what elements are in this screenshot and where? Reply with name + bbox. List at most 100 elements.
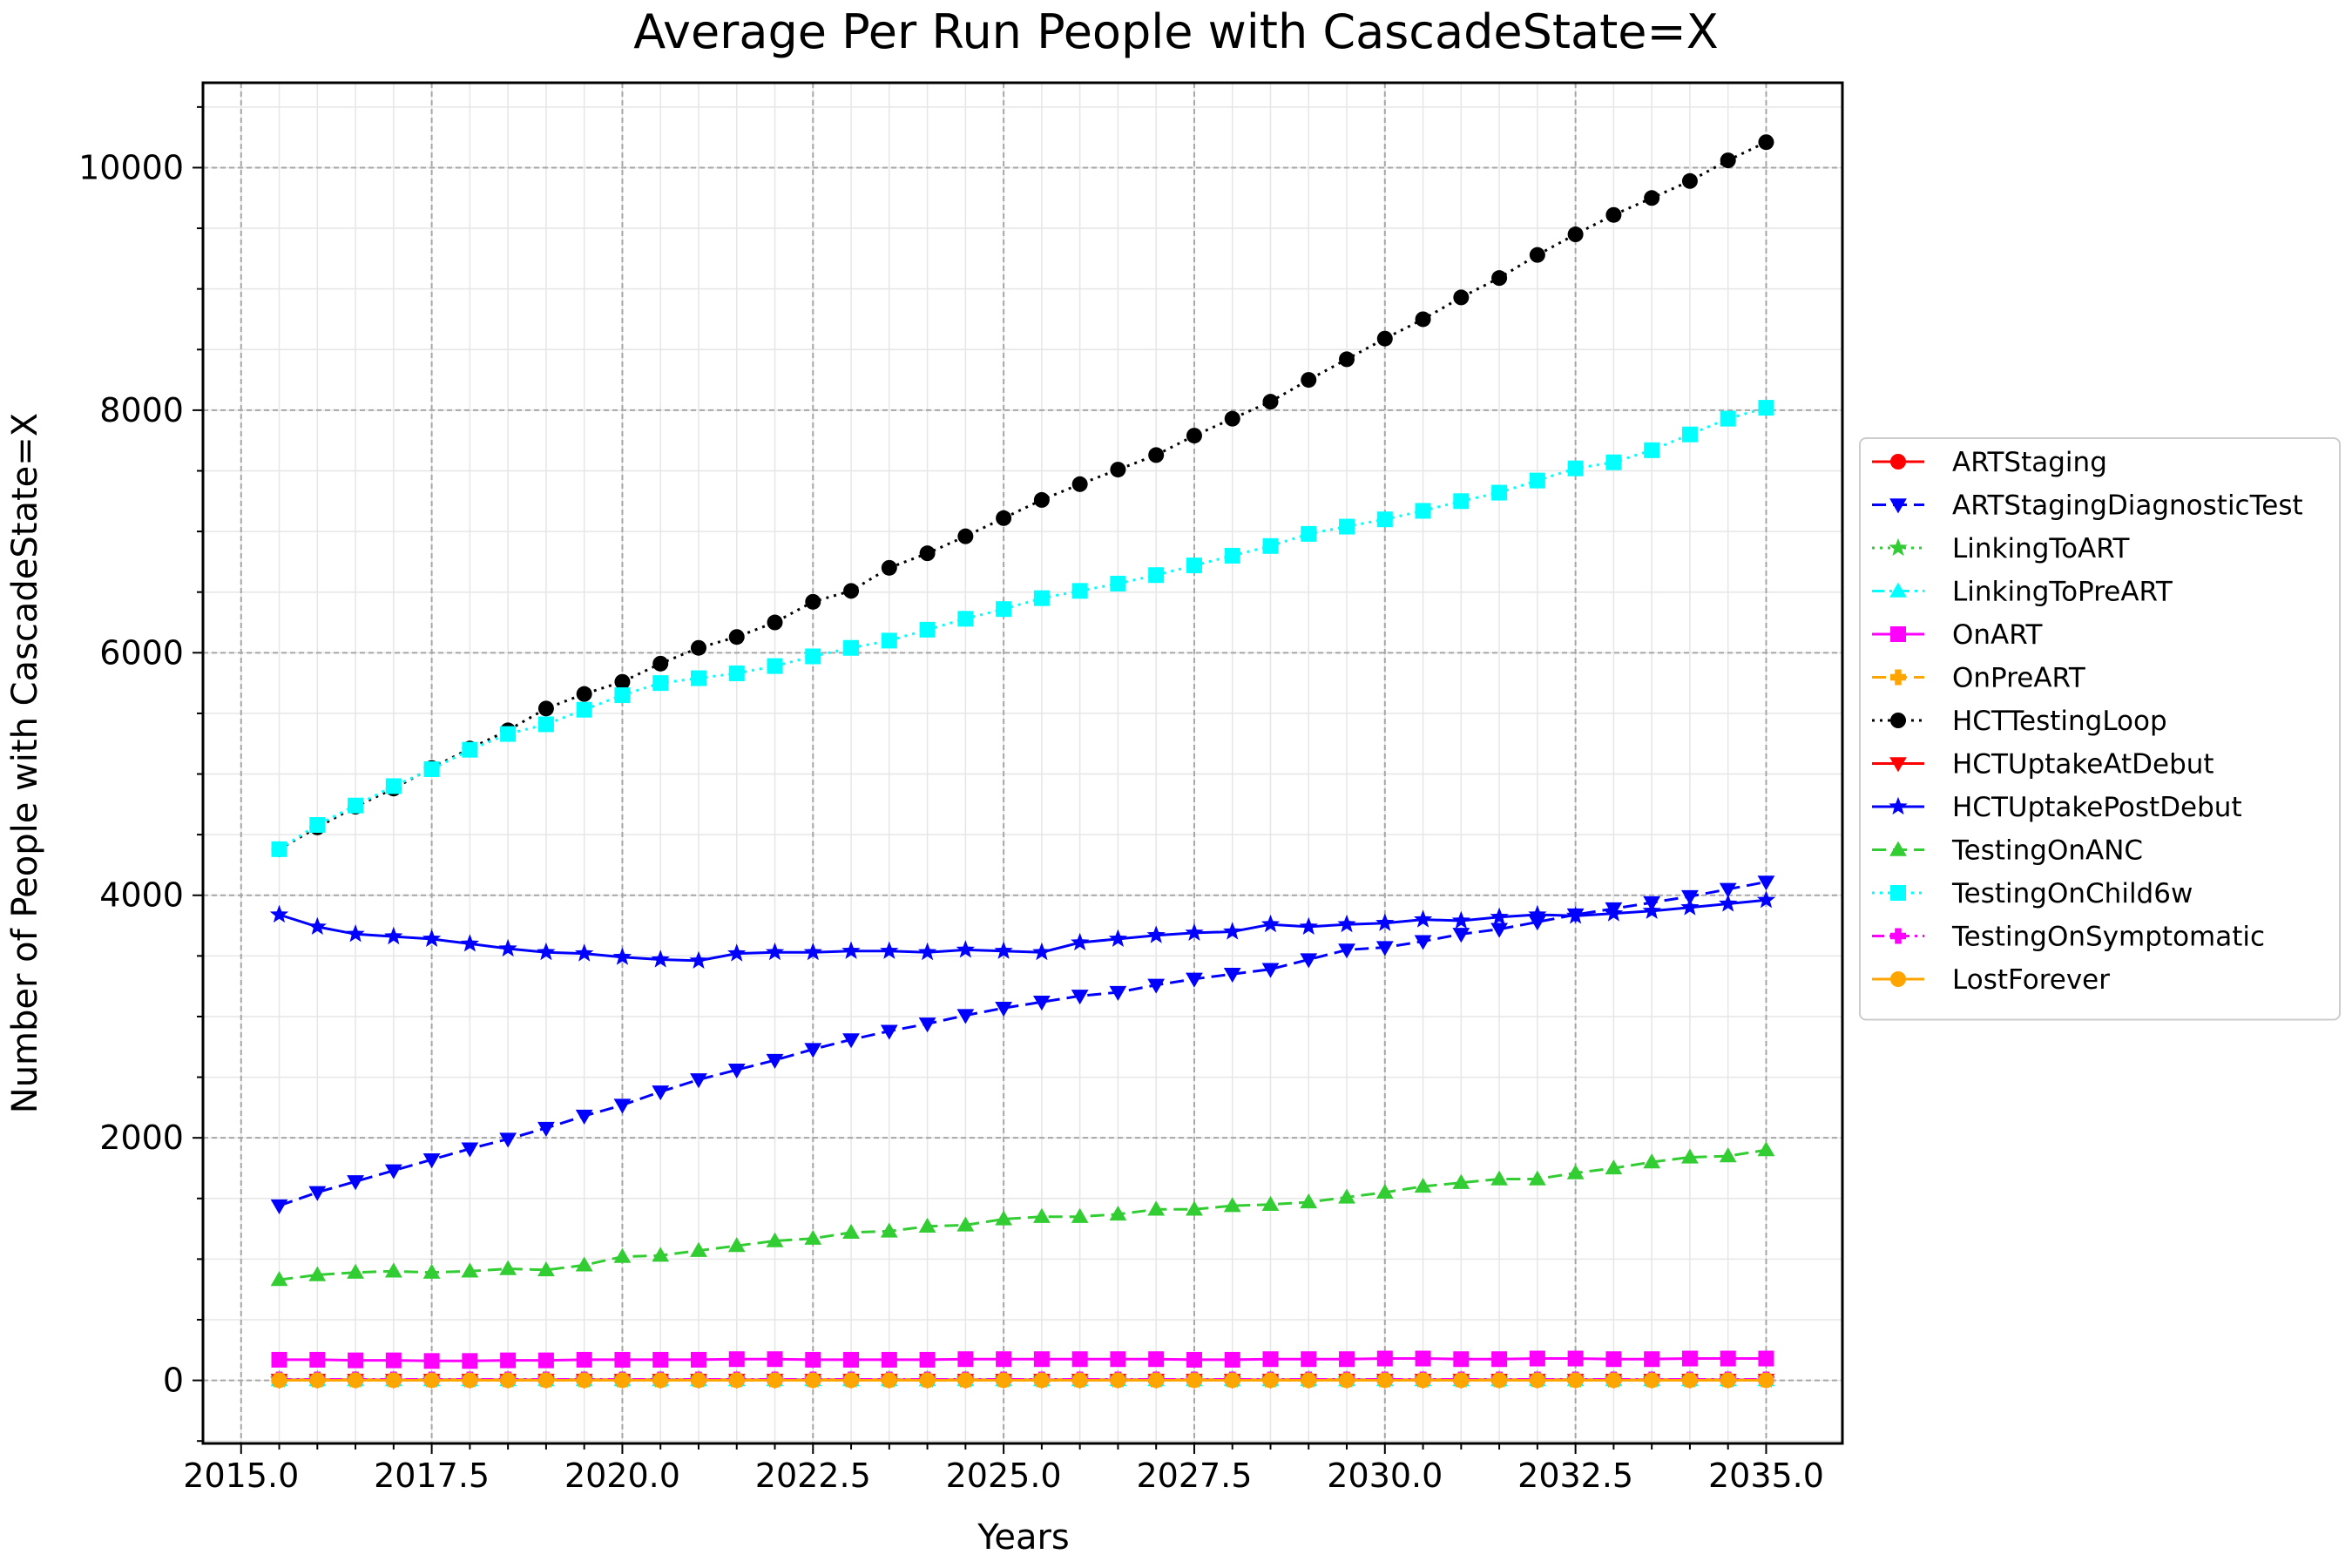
legend-label: HCTTestingLoop <box>1952 706 2167 737</box>
legend-item: TestingOnSymptomatic <box>1872 922 2265 953</box>
y-axis-label: Number of People with CascadeState=X <box>5 413 45 1113</box>
data-point <box>652 675 669 692</box>
data-point <box>1147 978 1166 994</box>
data-point <box>1720 1350 1736 1367</box>
data-point <box>1223 1197 1241 1213</box>
data-point <box>461 1262 479 1278</box>
legend-label: HCTUptakePostDebut <box>1952 792 2242 823</box>
legend-item: OnART <box>1872 619 2044 651</box>
data-point <box>843 1351 860 1368</box>
data-point <box>1376 511 1393 528</box>
data-point <box>461 1142 479 1158</box>
data-point <box>690 1372 706 1389</box>
data-point <box>996 1372 1012 1389</box>
data-point <box>1605 1351 1622 1368</box>
data-point <box>308 1266 327 1281</box>
data-point <box>1889 582 1907 598</box>
data-point <box>1566 1164 1585 1179</box>
data-point <box>881 559 897 576</box>
data-point <box>423 760 440 777</box>
data-point <box>767 658 783 674</box>
data-point <box>1223 968 1241 983</box>
data-point <box>1338 943 1355 959</box>
data-point <box>1415 1350 1431 1367</box>
legend-label: LinkingToPreART <box>1952 577 2173 608</box>
data-point <box>1262 1351 1279 1368</box>
minor-grid <box>203 83 1842 1443</box>
chart-title: Average Per Run People with CascadeState… <box>633 4 1719 59</box>
data-point <box>728 1372 745 1389</box>
data-point <box>1890 928 1906 944</box>
data-point <box>462 741 478 758</box>
data-point <box>1376 1350 1393 1367</box>
data-point <box>462 1353 478 1369</box>
data-point <box>1890 885 1906 901</box>
data-point <box>1605 1372 1622 1389</box>
data-point <box>1186 558 1202 574</box>
data-point <box>1339 518 1355 535</box>
data-point <box>1889 796 1908 815</box>
data-point <box>1758 1372 1774 1389</box>
legend-item: OnPreART <box>1872 663 2086 694</box>
x-tick-label: 2027.5 <box>1136 1456 1252 1495</box>
legend-item: HCTUptakePostDebut <box>1872 792 2242 823</box>
data-point <box>1338 1188 1355 1204</box>
data-point <box>881 1351 897 1368</box>
data-point <box>918 1017 936 1033</box>
data-point <box>1071 1351 1088 1368</box>
data-point <box>1720 152 1736 169</box>
data-point <box>537 942 556 961</box>
x-tick-label: 2035.0 <box>1708 1456 1824 1495</box>
data-point <box>500 726 517 742</box>
data-point <box>728 665 745 681</box>
data-point <box>1490 907 1509 925</box>
data-point <box>766 1232 784 1247</box>
data-point <box>728 1351 745 1368</box>
data-point <box>1033 1351 1050 1368</box>
data-point <box>1033 1372 1050 1389</box>
data-point <box>1186 1351 1202 1368</box>
data-point <box>1375 913 1395 931</box>
data-point <box>690 1241 707 1257</box>
data-point <box>652 1247 670 1262</box>
data-point <box>1605 454 1622 470</box>
x-tick-label: 2032.5 <box>1517 1456 1633 1495</box>
series-HCTUptakePostDebut <box>269 890 1776 969</box>
data-point <box>1414 1177 1432 1193</box>
data-point <box>1032 1207 1051 1223</box>
data-point <box>1148 1351 1165 1368</box>
data-point <box>1033 491 1050 508</box>
data-point <box>1033 590 1050 606</box>
data-point <box>1071 990 1089 1005</box>
data-point <box>1339 351 1355 368</box>
data-point <box>309 817 326 833</box>
data-point <box>1720 410 1736 427</box>
data-point <box>652 655 669 672</box>
data-point <box>271 841 287 857</box>
data-point <box>1567 460 1584 476</box>
data-point <box>652 1351 669 1368</box>
legend-label: LostForever <box>1952 964 2110 996</box>
data-point <box>346 924 365 943</box>
data-point <box>1453 289 1470 306</box>
data-point <box>1224 1351 1240 1368</box>
data-point <box>1186 1372 1202 1389</box>
series-line <box>278 406 1767 851</box>
series-line <box>279 1148 1767 1281</box>
data-point <box>575 943 594 962</box>
data-point <box>1528 1170 1546 1186</box>
data-point <box>1889 757 1907 773</box>
data-point <box>576 1351 592 1368</box>
data-point <box>1413 909 1433 928</box>
data-point <box>1071 476 1088 492</box>
data-point <box>1565 906 1585 924</box>
data-point <box>1148 1372 1165 1389</box>
legend-label: LinkingToART <box>1952 533 2131 564</box>
data-point <box>1490 923 1508 938</box>
data-point <box>1528 904 1547 923</box>
data-point <box>1185 923 1204 941</box>
legend-label: OnART <box>1952 619 2044 651</box>
data-point <box>499 1132 517 1148</box>
y-tick-label: 6000 <box>99 633 184 672</box>
data-point <box>919 1372 936 1389</box>
